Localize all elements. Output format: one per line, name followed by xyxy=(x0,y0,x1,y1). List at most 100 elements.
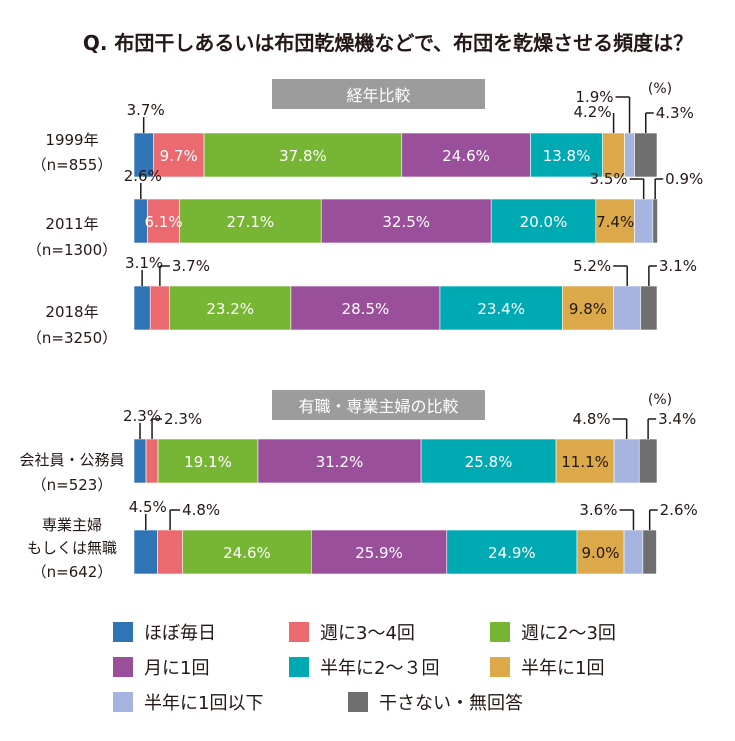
legend-label: 半年に2～３回 xyxy=(320,658,439,679)
data-label: 31.2% xyxy=(316,453,364,471)
data-label: 6.1% xyxy=(144,213,182,231)
data-label: 9.7% xyxy=(160,147,198,165)
row-label: （n=855） xyxy=(32,156,113,174)
unit-label: (%) xyxy=(648,392,672,408)
bar-segment xyxy=(634,132,658,178)
legend-swatch xyxy=(113,622,133,642)
data-label: 27.1% xyxy=(227,213,275,231)
data-label: 24.6% xyxy=(442,147,490,165)
bar-segment xyxy=(133,529,158,575)
data-label: 4.5% xyxy=(129,498,167,516)
panel-header: 経年比較 xyxy=(346,86,410,105)
legend-swatch xyxy=(348,692,368,712)
data-label: 20.0% xyxy=(520,213,568,231)
panel-header-bg xyxy=(272,79,485,109)
data-label: 3.4% xyxy=(658,410,696,428)
data-label: 4.3% xyxy=(656,104,694,122)
row-label: （n=3250） xyxy=(27,329,117,347)
data-label: 4.8% xyxy=(182,501,220,519)
bar-segment xyxy=(145,438,159,484)
legend-label: ほぼ毎日 xyxy=(144,623,216,644)
row-label: 会社員・公務員 xyxy=(19,451,124,469)
data-label: 3.6% xyxy=(579,501,617,519)
data-label: 4.8% xyxy=(573,410,611,428)
legend-label: 半年に1回 xyxy=(521,658,604,679)
data-label: 7.4% xyxy=(596,213,634,231)
bar-segment xyxy=(562,285,614,331)
panel-header-bg xyxy=(272,390,485,420)
bar-segment xyxy=(147,198,180,244)
legend-swatch xyxy=(113,657,133,677)
legend-label: 週に2～3回 xyxy=(521,623,616,644)
bar-segment xyxy=(133,285,151,331)
legend-swatch xyxy=(490,622,510,642)
bar-segment xyxy=(613,438,640,484)
data-label: 9.8% xyxy=(569,300,607,318)
data-label: 3.1% xyxy=(125,254,163,272)
bar-segment xyxy=(490,198,597,244)
data-label: 28.5% xyxy=(342,300,390,318)
data-label: 23.2% xyxy=(206,300,254,318)
bar-segment xyxy=(439,285,563,331)
data-label: 25.9% xyxy=(355,544,403,562)
data-label: 2.3% xyxy=(123,407,161,425)
bar-segment xyxy=(652,198,658,244)
legend-swatch xyxy=(289,622,309,642)
data-label: 24.6% xyxy=(223,544,271,562)
row-label: （n=1300） xyxy=(27,241,117,259)
legend-label: 干さない・無回答 xyxy=(379,693,523,714)
data-label: 23.4% xyxy=(477,300,525,318)
row-label: 1999年 xyxy=(45,131,98,149)
bar-segment xyxy=(420,438,557,484)
bar-segment xyxy=(179,198,322,244)
row-label: （n=642） xyxy=(32,563,113,581)
data-label: 5.2% xyxy=(573,257,611,275)
bar-segment xyxy=(634,198,654,244)
row-label: （n=523） xyxy=(32,476,113,494)
row-label: 2018年 xyxy=(45,303,98,321)
data-label: 19.1% xyxy=(184,453,232,471)
legend-label: 半年に1回以下 xyxy=(144,693,263,714)
bar-segment xyxy=(157,438,259,484)
bar-segment xyxy=(638,438,658,484)
bar-segment xyxy=(595,198,635,244)
bar-segment xyxy=(642,529,657,575)
data-label: 13.8% xyxy=(543,147,591,165)
data-label: 32.5% xyxy=(382,213,430,231)
question-title: Q. 布団干しあるいは布団乾燥機などで、布団を乾燥させる頻度は？ xyxy=(83,31,693,55)
bar-segment xyxy=(149,285,170,331)
bar-segment xyxy=(320,198,492,244)
data-label: 9.0% xyxy=(581,544,619,562)
row-label: もしくは無職 xyxy=(27,539,117,557)
panel-header: 有職・専業主婦の比較 xyxy=(298,397,458,416)
data-label: 2.6% xyxy=(660,501,698,519)
bar-segment xyxy=(169,285,292,331)
data-label: 3.5% xyxy=(590,170,628,188)
bar-segment xyxy=(157,529,183,575)
data-label: 37.8% xyxy=(279,147,327,165)
unit-label: (%) xyxy=(648,81,672,97)
bar-segment xyxy=(203,132,403,178)
data-label: 4.2% xyxy=(573,103,611,121)
data-label: 2.3% xyxy=(164,410,202,428)
data-label: 25.8% xyxy=(465,453,513,471)
data-label: 11.1% xyxy=(561,453,609,471)
bar-segment xyxy=(133,438,147,484)
data-label: 1.9% xyxy=(575,88,613,106)
bar-segment xyxy=(623,529,644,575)
bar-segment xyxy=(576,529,625,575)
bar-segment xyxy=(182,529,312,575)
row-label: 2011年 xyxy=(45,215,98,233)
bar-segment xyxy=(640,285,658,331)
data-label: 3.7% xyxy=(172,257,210,275)
legend-swatch xyxy=(490,657,510,677)
data-label: 3.1% xyxy=(659,257,697,275)
bar-segment xyxy=(530,132,603,178)
legend-label: 月に1回 xyxy=(144,658,209,679)
legend-label: 週に3～4回 xyxy=(320,623,415,644)
legend-swatch xyxy=(113,692,133,712)
bar-segment xyxy=(310,529,448,575)
row-label: 専業主婦 xyxy=(42,516,102,534)
data-label: 3.7% xyxy=(127,101,165,119)
